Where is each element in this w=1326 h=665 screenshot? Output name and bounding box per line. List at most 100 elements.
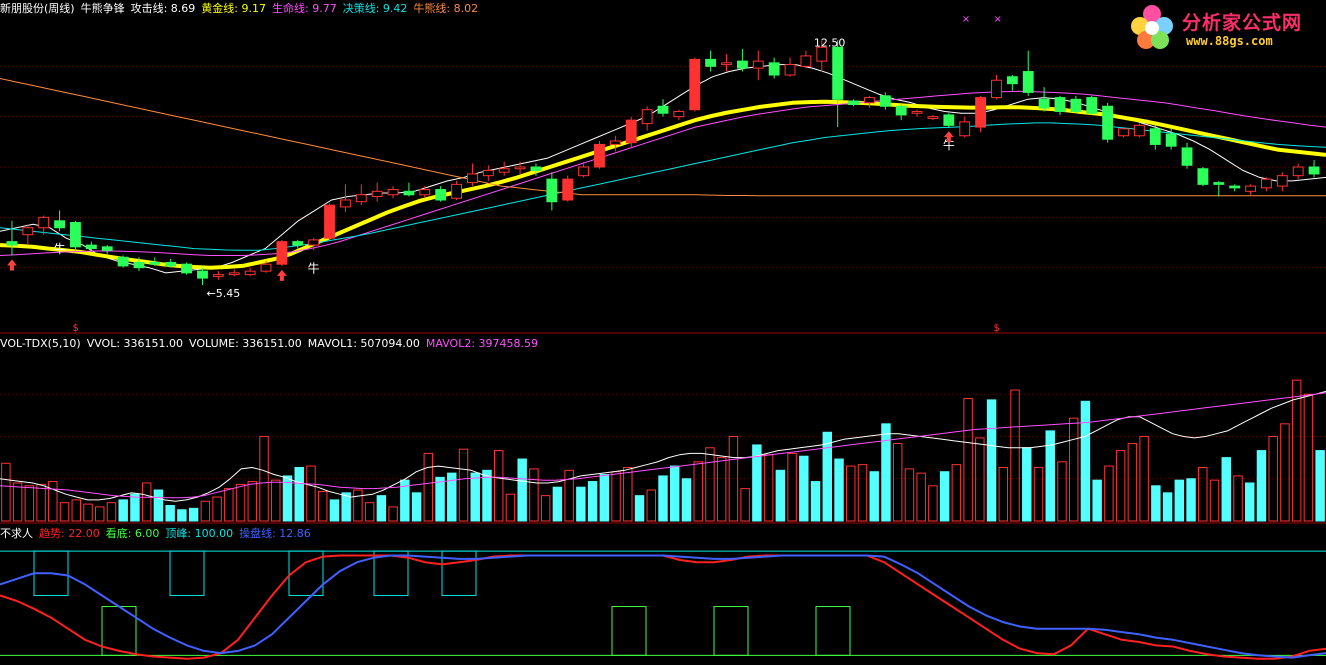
candle-body (70, 222, 81, 248)
indicator-value: 牛熊线: 8.02 (413, 2, 479, 15)
candle-body (1070, 98, 1082, 112)
candle-body (85, 244, 97, 250)
indicator-value: 决策线: 9.42 (342, 2, 408, 15)
top-signal-box (441, 550, 477, 596)
volume-bar (1045, 430, 1055, 522)
volume-bar (36, 483, 46, 522)
candle-body (371, 190, 383, 198)
candle-body (133, 261, 145, 269)
indicator-value: 操盘线: 12.86 (239, 527, 311, 540)
candle-body (212, 274, 224, 277)
volume-bar (317, 490, 328, 522)
indicator-value: 生命线: 9.77 (272, 2, 337, 15)
volume-bar (986, 399, 997, 522)
volume-bar (1022, 447, 1032, 522)
indicator-value: VOLUME: 336151.00 (189, 337, 302, 350)
high-price-label: 12.50 (814, 37, 846, 50)
candle-body (54, 220, 66, 229)
buy-arrow-icon (276, 269, 287, 281)
volume-bar (165, 505, 175, 522)
candle-body (562, 178, 574, 201)
volume-indicator-values: VVOL: 336151.00 VOLUME: 336151.00 MAVOL1: … (87, 337, 544, 350)
dollar-marker: $ (993, 323, 999, 334)
volume-bar (787, 452, 797, 522)
volume-bar (1151, 485, 1161, 522)
candle-body (387, 189, 399, 196)
volume-bar (1092, 479, 1102, 522)
volume-bar (1280, 423, 1290, 522)
volume-bar (1139, 436, 1149, 522)
candle-body (784, 64, 796, 76)
cross-marker: × (993, 14, 1001, 25)
volume-bar (740, 488, 750, 522)
volume-bar (634, 495, 645, 522)
candle-body (324, 204, 335, 239)
candle-body (768, 62, 780, 76)
volume-bar (869, 471, 879, 522)
candle-body (165, 261, 177, 267)
volume-bar (329, 499, 340, 522)
candle-body (689, 58, 701, 111)
volume-bar (141, 482, 152, 522)
indicator-value: MAVOL2: 397458.59 (425, 337, 539, 350)
candle-body (1276, 175, 1288, 187)
candle-body (181, 263, 193, 274)
volume-bar (646, 489, 656, 522)
candle-body (625, 119, 637, 144)
volume-bar (282, 475, 293, 522)
candle-body (594, 143, 605, 168)
candle-body (546, 178, 558, 203)
candle-body (1054, 97, 1066, 112)
volume-bar (1315, 450, 1325, 522)
candle-body (117, 256, 129, 267)
candle-body (260, 263, 272, 272)
volume-bar (670, 465, 680, 522)
candle-body (149, 261, 161, 265)
bull-marker: 牛 (308, 260, 320, 275)
volume-bar (810, 481, 821, 522)
volume-bar (1127, 443, 1138, 522)
candle-body (911, 110, 923, 114)
candle-body (244, 270, 256, 276)
candle-body (22, 227, 34, 236)
volume-bar (599, 474, 610, 522)
indicator-value: 顶峰: 100.00 (165, 527, 234, 540)
volume-bar (1115, 450, 1126, 522)
flower-logo-icon (1131, 5, 1173, 49)
ma-line-bull (0, 78, 1326, 197)
oscillator-panel[interactable] (0, 550, 1326, 660)
volume-bar (763, 454, 774, 522)
volume-bar (916, 472, 926, 522)
candle-body (1292, 166, 1304, 177)
candle-body (228, 272, 240, 276)
candle-body (721, 62, 732, 66)
candle-body (927, 116, 939, 119)
ma-line-decision (0, 122, 1326, 251)
volume-bar (705, 447, 715, 522)
volume-bar (95, 506, 105, 522)
candle-body (1102, 105, 1114, 140)
volume-bar (435, 476, 445, 522)
candle-body (482, 169, 494, 177)
top-signal-box (373, 550, 409, 596)
candle-body (276, 241, 288, 265)
buy-arrow-icon (943, 131, 954, 143)
oscillator-title: 不求人 (0, 527, 33, 540)
volume-bar (1303, 393, 1314, 522)
indicator-value: VVOL: 336151.00 (86, 337, 184, 350)
bottom-signal-box (815, 606, 851, 656)
volume-bar (353, 489, 363, 522)
candle-body (864, 97, 875, 104)
volume-bar (517, 458, 527, 522)
volume-bar (306, 465, 316, 522)
candle-body (816, 46, 828, 62)
bottom-signal-box (611, 606, 647, 656)
candle-body (1260, 178, 1272, 189)
volume-bar (423, 452, 434, 522)
volume-panel[interactable] (0, 379, 1326, 524)
volume-bar (1104, 465, 1114, 522)
candle-body (975, 97, 987, 128)
volume-bar (48, 481, 58, 522)
